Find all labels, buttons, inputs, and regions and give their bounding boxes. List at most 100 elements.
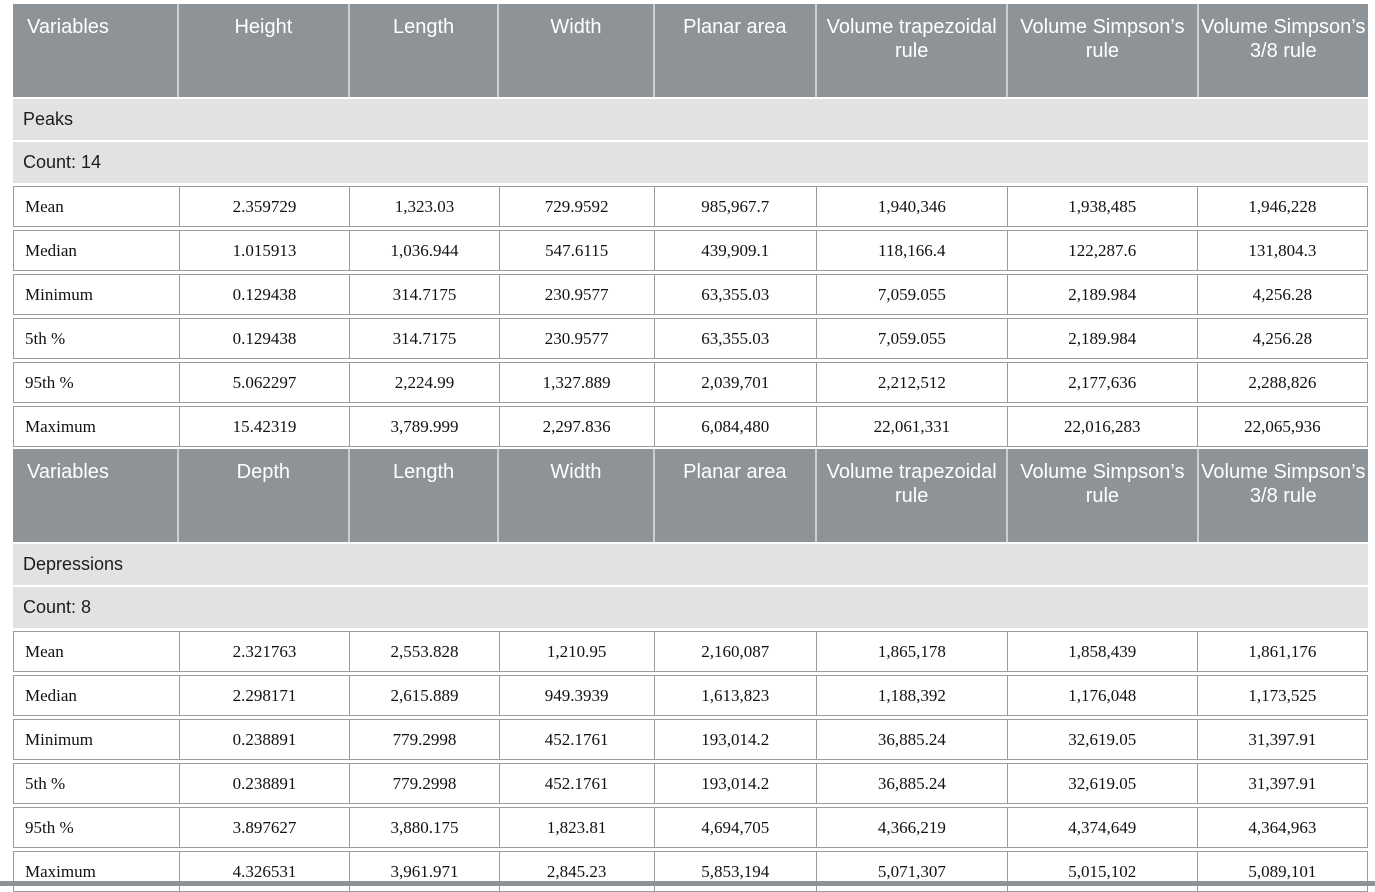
table-cell: 230.9577 [500, 275, 655, 314]
column-header-volume-trapezoidal: Volume trapezoidal rule [817, 4, 1009, 97]
table-row-5th-percentile: 5th % 0.129438 314.7175 230.9577 63,355.… [13, 318, 1368, 359]
table-cell: 230.9577 [500, 319, 655, 358]
table-cell: 15.42319 [180, 407, 351, 446]
table-row-95th-percentile: 95th % 5.062297 2,224.99 1,327.889 2,039… [13, 362, 1368, 403]
section-peaks: Variables Height Length Width Planar are… [13, 4, 1368, 447]
column-header-volume-simpsons: Volume Simpson’s rule [1008, 4, 1199, 97]
table-cell: 729.9592 [500, 187, 655, 226]
column-header-length: Length [350, 449, 500, 542]
table-row-median: Median 1.015913 1,036.944 547.6115 439,9… [13, 230, 1368, 271]
table-cell: 4,366,219 [817, 808, 1008, 847]
count-label-depressions: Count: 8 [13, 587, 1368, 628]
table-row-median: Median 2.298171 2,615.889 949.3939 1,613… [13, 675, 1368, 716]
table-cell: 1,327.889 [500, 363, 655, 402]
table-cell: 2,189.984 [1008, 319, 1198, 358]
column-header-variables: Variables [13, 449, 179, 542]
group-label-peaks: Peaks [13, 99, 1368, 140]
row-label: 95th % [14, 808, 180, 847]
table-cell: 2,553.828 [350, 632, 500, 671]
column-header-volume-trapezoidal: Volume trapezoidal rule [817, 449, 1009, 542]
table-cell: 4,374,649 [1008, 808, 1198, 847]
table-row-95th-percentile: 95th % 3.897627 3,880.175 1,823.81 4,694… [13, 807, 1368, 848]
table-cell: 4,364,963 [1248, 817, 1317, 837]
table-cell: 32,619.05 [1008, 764, 1198, 803]
header-row-depressions: Variables Depth Length Width Planar area… [13, 449, 1368, 542]
table-cell: 439,909.1 [655, 231, 817, 270]
table-row-mean: Mean 2.321763 2,553.828 1,210.95 2,160,0… [13, 631, 1368, 672]
table-cell: 2,845.23 [500, 852, 655, 891]
table-cell: 949.3939 [500, 676, 655, 715]
table-cell: 1,613,823 [655, 676, 817, 715]
row-label: Median [14, 231, 180, 270]
count-label-peaks: Count: 14 [13, 142, 1368, 183]
table-cell: 5,015,102 [1008, 852, 1198, 891]
table-cell: 7,059.055 [817, 319, 1008, 358]
header-row-peaks: Variables Height Length Width Planar are… [13, 4, 1368, 97]
table-cell: 31,397.91 [1248, 773, 1317, 793]
table-cell: 2,212,512 [817, 363, 1008, 402]
row-label: 5th % [14, 319, 180, 358]
table-cell: 5,853,194 [655, 852, 817, 891]
table-cell: 4,694,705 [655, 808, 817, 847]
table-cell: 2,288,826 [1248, 372, 1317, 392]
table-cell: 2.359729 [180, 187, 351, 226]
table-cell: 2,297.836 [500, 407, 655, 446]
row-label: Mean [14, 632, 180, 671]
table-cell: 22,061,331 [817, 407, 1008, 446]
table-cell: 6,084,480 [655, 407, 817, 446]
table-cell: 7,059.055 [817, 275, 1008, 314]
table-cell: 4,256.28 [1252, 284, 1313, 304]
table-cell: 3,880.175 [350, 808, 500, 847]
table-cell: 547.6115 [500, 231, 655, 270]
table-cell: 1,323.03 [350, 187, 500, 226]
table-cell: 1,861,176 [1248, 641, 1317, 661]
table-cell: 2.321763 [180, 632, 351, 671]
column-header-width: Width [499, 449, 655, 542]
table-cell: 314.7175 [350, 319, 500, 358]
table-cell: 2,224.99 [350, 363, 500, 402]
column-header-length: Length [350, 4, 500, 97]
table-cell: 1,188,392 [817, 676, 1008, 715]
column-header-depth: Depth [179, 449, 350, 542]
table-cell: 63,355.03 [655, 319, 817, 358]
table-cell: 779.2998 [350, 764, 500, 803]
table-cell: 452.1761 [500, 764, 655, 803]
section-depressions: Variables Depth Length Width Planar area… [13, 449, 1368, 892]
table-cell: 5,089,101 [1248, 861, 1317, 881]
table-cell: 4.326531 [180, 852, 351, 891]
statistics-table: Variables Height Length Width Planar are… [13, 4, 1368, 892]
table-cell: 1,823.81 [500, 808, 655, 847]
row-label: Median [14, 676, 180, 715]
table-row-maximum: Maximum 15.42319 3,789.999 2,297.836 6,0… [13, 406, 1368, 447]
row-label: 95th % [14, 363, 180, 402]
group-label-depressions: Depressions [13, 544, 1368, 585]
table-cell: 36,885.24 [817, 764, 1008, 803]
bottom-rule [0, 881, 1375, 886]
table-cell: 0.238891 [180, 764, 351, 803]
column-header-height: Height [179, 4, 350, 97]
table-cell: 32,619.05 [1008, 720, 1198, 759]
table-cell: 2,160,087 [655, 632, 817, 671]
table-cell: 2.298171 [180, 676, 351, 715]
table-cell: 36,885.24 [817, 720, 1008, 759]
table-cell: 0.129438 [180, 319, 351, 358]
table-cell: 0.129438 [180, 275, 351, 314]
table-cell: 31,397.91 [1248, 729, 1317, 749]
column-header-volume-simpsons-38: Volume Simpson’s 3/8 rule [1201, 461, 1366, 507]
table-cell: 1,940,346 [817, 187, 1008, 226]
table-cell: 22,065,936 [1244, 416, 1321, 436]
table-cell: 131,804.3 [1248, 240, 1317, 260]
table-cell: 2,189.984 [1008, 275, 1198, 314]
row-label: Minimum [14, 275, 180, 314]
table-cell: 122,287.6 [1008, 231, 1198, 270]
table-cell: 1.015913 [180, 231, 351, 270]
table-cell: 2,615.889 [350, 676, 500, 715]
column-header-planar-area: Planar area [655, 449, 818, 542]
table-cell: 2,177,636 [1008, 363, 1198, 402]
table-row-mean: Mean 2.359729 1,323.03 729.9592 985,967.… [13, 186, 1368, 227]
table-cell: 118,166.4 [817, 231, 1008, 270]
table-cell: 3.897627 [180, 808, 351, 847]
row-label: 5th % [14, 764, 180, 803]
table-cell: 1,858,439 [1008, 632, 1198, 671]
column-header-variables: Variables [13, 4, 179, 97]
